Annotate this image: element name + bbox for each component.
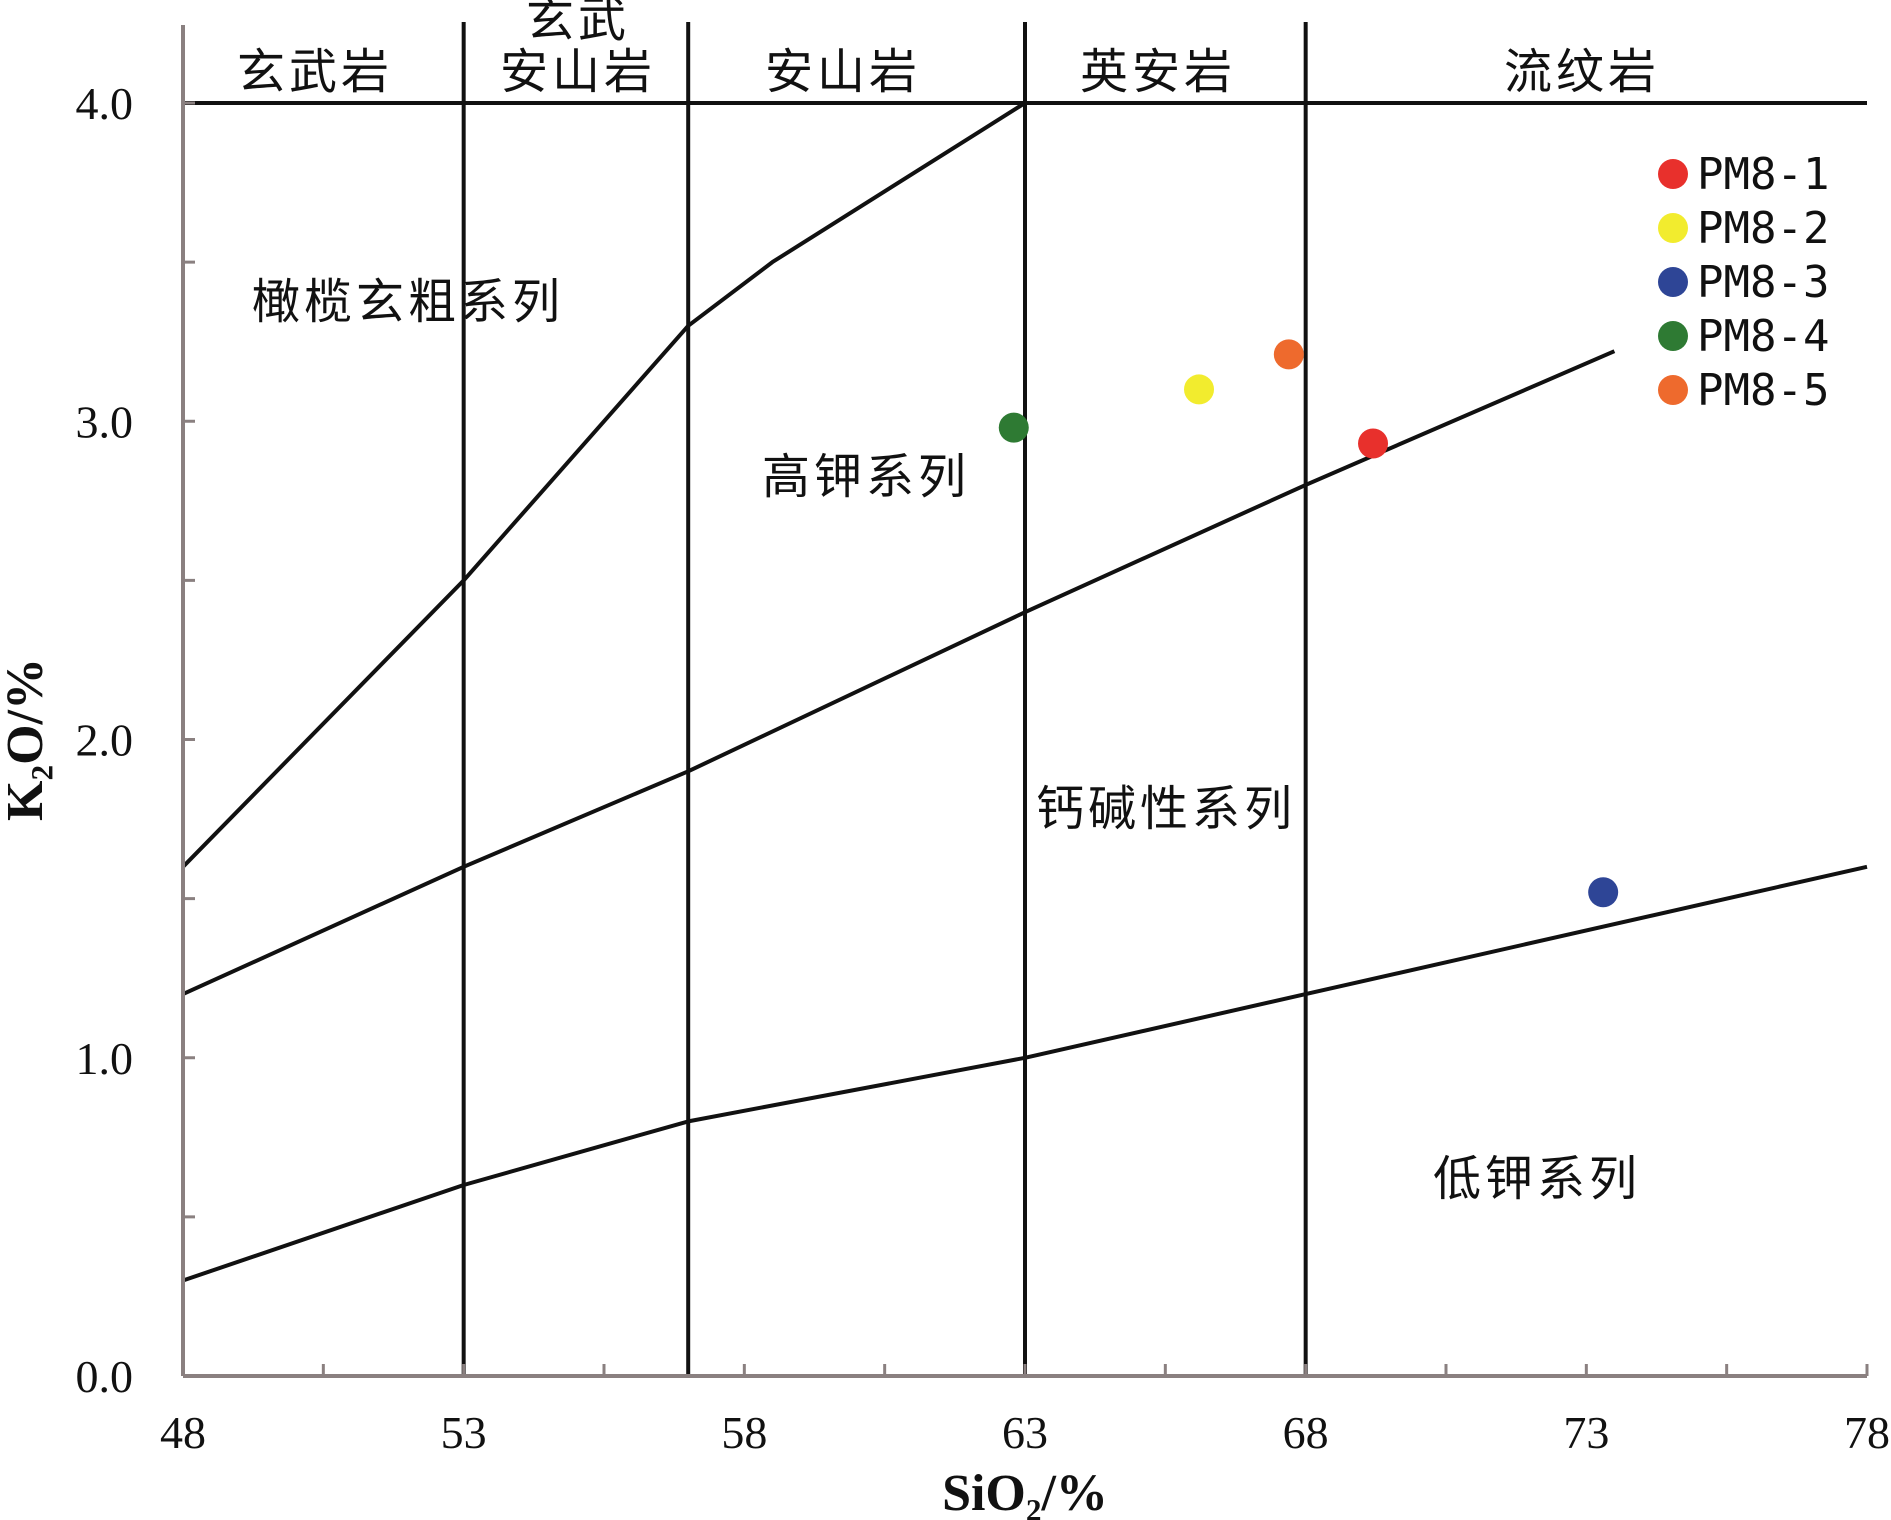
y-tick-label: 0.0 [76,1351,134,1402]
legend-marker [1658,159,1688,189]
series-region-label: 低钾系列 [1433,1151,1641,1207]
legend-label: PM8-4 [1697,311,1829,362]
data-point [998,412,1029,443]
series-boundary-line [182,349,1616,996]
rock-type-label: 玄武 [526,0,630,48]
x-tick-label: 63 [1002,1407,1048,1458]
rock-type-label: 流纹岩 [1504,44,1660,100]
x-tick-label: 78 [1844,1407,1890,1458]
x-tick-label: 48 [160,1407,206,1458]
series-region-label: 高钾系列 [762,449,970,505]
x-tick-label: 58 [721,1407,767,1458]
rock-type-label: 玄武岩 [237,44,393,100]
data-point [1358,428,1389,459]
axes: 48 53 58 63 68 73 78 0.0 1.0 2.0 3.0 4.0 SiO₂/% K₂O/% [0,25,1890,1520]
series-boundary-line [182,864,1868,1283]
x-tick-label: 68 [1283,1407,1329,1458]
legend-marker [1658,267,1688,297]
x-tick-label: 73 [1563,1407,1609,1458]
series-region-label: 钙碱性系列 [1036,781,1296,837]
legend-marker [1658,213,1688,243]
data-point [1588,877,1619,908]
y-tick-label: 1.0 [76,1033,134,1084]
x-axis-title: SiO₂/% [942,1465,1108,1520]
y-tick-label: 2.0 [76,715,134,766]
legend-label: PM8-1 [1697,149,1829,200]
rock-type-label: 安山岩 [765,44,921,100]
y-axis-title: K₂O/% [0,658,54,821]
rock-type-label: 安山岩 [500,44,656,100]
data-point [1273,339,1304,370]
legend-marker [1658,321,1688,351]
rock-type-label: 英安岩 [1080,44,1236,100]
y-tick-label: 3.0 [76,396,134,447]
series-boundary-line [181,101,1027,869]
legend-label: PM8-3 [1697,257,1829,308]
legend-label: PM8-2 [1697,203,1829,254]
x-tick-label: 53 [441,1407,487,1458]
data-points [998,339,1619,908]
y-tick-label: 4.0 [76,78,134,129]
data-point [1184,374,1215,405]
legend-label: PM8-5 [1697,365,1829,416]
boundary-layer [181,22,1868,1376]
series-region-label: 橄榄玄粗系列 [252,274,564,330]
legend-marker [1658,375,1688,405]
